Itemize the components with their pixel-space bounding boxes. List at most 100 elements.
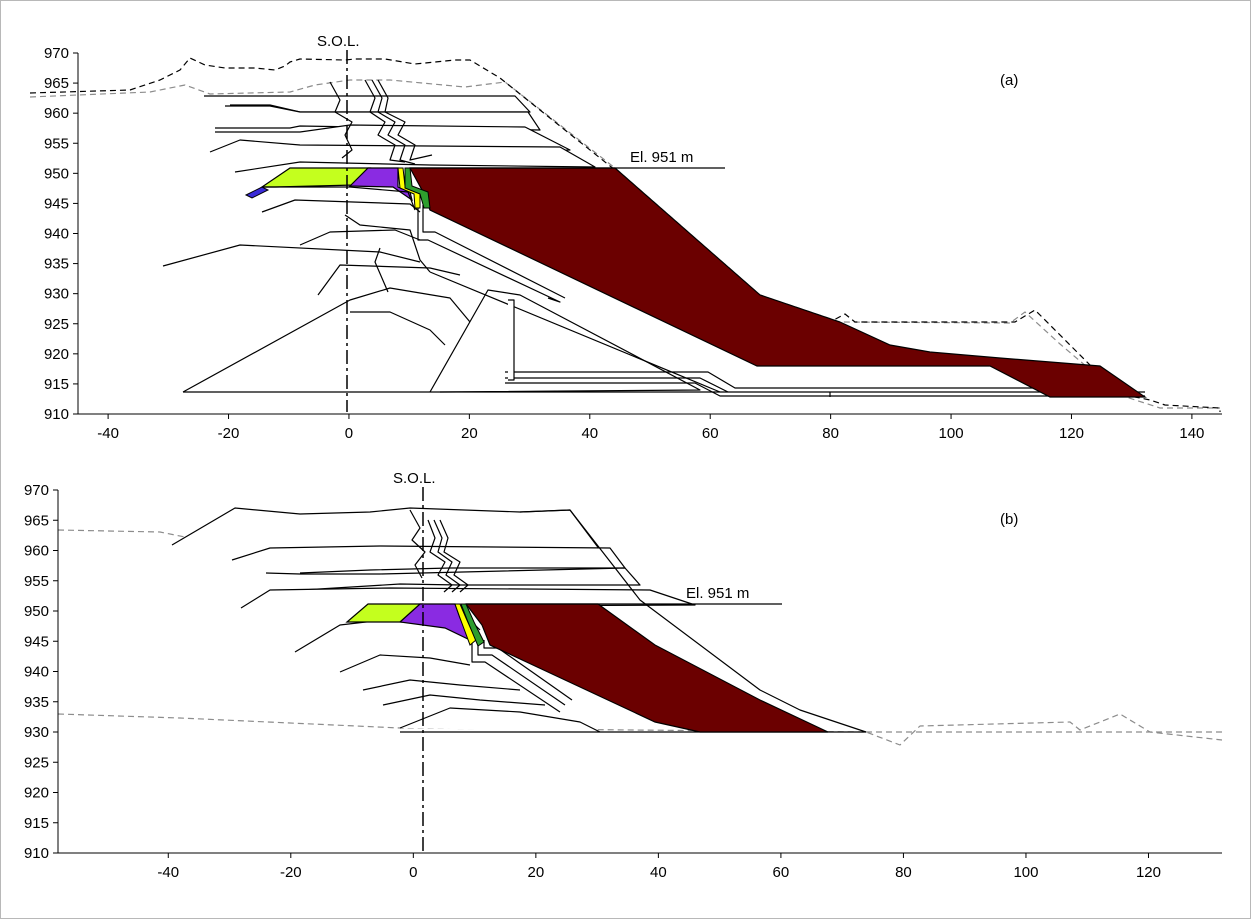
panel-a-ground-line (29, 79, 1220, 409)
panel-b-block-8 (382, 694, 546, 706)
panel-b-y-tick-label: 965 (24, 512, 49, 529)
panel-a-block-8 (317, 264, 461, 296)
panel-b-zigzag-3 (433, 519, 461, 593)
panel-a-axes: 910 915 920 925 930 935 940 945 950 955 960 965 970 -… (44, 45, 1222, 442)
panel-a-y-tick-label: 960 (44, 105, 69, 122)
panel-b-block-2 (231, 545, 626, 574)
panel-b-zigzag-1 (409, 509, 426, 579)
panel-a-zigzag-4 (377, 79, 433, 161)
panel-b-downstream-slope (519, 509, 867, 733)
panel-a-x-tick-label: 120 (1059, 425, 1084, 442)
panel-b-y-tick-label: 935 (24, 694, 49, 711)
panel-a-y-tick-label: 970 (44, 45, 69, 62)
panel-b-upstream-ground-line (57, 529, 201, 541)
panel-a-downstream-line-2 (505, 377, 729, 393)
panel-a-zigzag-3 (371, 79, 416, 165)
panel-a-y-tick-label: 945 (44, 195, 69, 212)
panel-a-block-9 (182, 287, 471, 393)
panel-b-axes: 910 915 920 925 930 935 940 945 950 955 960 965 970 -… (24, 482, 1222, 881)
panel-a-y-tick-label: 940 (44, 226, 69, 243)
panel-b-x-tick-label: 80 (895, 864, 912, 881)
panel-b-elevation-label: El. 951 m (686, 585, 749, 602)
panel-a-downstream-shell (429, 289, 701, 393)
panel-a-drain-blanket-1 (417, 205, 561, 303)
panel-b-panel-label: (b) (1000, 511, 1018, 528)
panel-b-x-tick-label: -40 (157, 864, 179, 881)
panel-b-block-9 (399, 707, 601, 733)
panel-a-drain-green (404, 167, 431, 209)
panel-b-block-4 (240, 587, 696, 609)
panel-a-sol-label: S.O.L. (317, 33, 360, 50)
panel-b-sol-label: S.O.L. (393, 470, 436, 487)
panel-b-block-6 (339, 654, 471, 673)
panel-a-filter-outline (262, 186, 416, 211)
panel-a-x-tick-label: 80 (822, 425, 839, 442)
panel-a-block-4 (209, 139, 596, 173)
panel-b-y-tick-label: 960 (24, 543, 49, 560)
panel-a-elevation-label: El. 951 m (630, 149, 693, 166)
panel-b-y-tick-label: 945 (24, 633, 49, 650)
panel-a-y-tick-label: 920 (44, 346, 69, 363)
panel-a-x-tick-label: -40 (97, 425, 119, 442)
panel-b-zigzag-4 (439, 519, 469, 593)
panel-a-panel-label: (a) (1000, 72, 1018, 89)
panel-b-x-tick-label: 40 (650, 864, 667, 881)
panel-a-zigzag-1 (329, 81, 353, 159)
panel-a-x-tick-label: 40 (581, 425, 598, 442)
panel-a-x-tick-label: 20 (461, 425, 478, 442)
panel-b-y-tick-label: 925 (24, 754, 49, 771)
panel-a-y-tick-label: 915 (44, 376, 69, 393)
panel-a-block-6 (299, 229, 421, 246)
panel-b-drain-blanket-2 (477, 640, 566, 706)
panel-b-core-zone (464, 603, 829, 733)
panel-a-x-tick-label: -20 (218, 425, 240, 442)
panel-a-drain-chimney (508, 299, 515, 381)
panel-a-y-tick-label: 935 (44, 256, 69, 273)
panel-a-inner-line-1 (350, 311, 446, 346)
panel-b-y-tick-label: 915 (24, 815, 49, 832)
panel-b-x-tick-label: 20 (528, 864, 545, 881)
panel-a-y-tick-label: 910 (44, 406, 69, 423)
panel-b-x-tick-label: 60 (773, 864, 790, 881)
panel-a-y-tick-label: 955 (44, 135, 69, 152)
panel-a-x-tick-label: 60 (702, 425, 719, 442)
panel-a-inner-line-2 (374, 247, 389, 293)
panel-b-foundation-line (57, 713, 1223, 746)
panel-b-y-tick-label: 930 (24, 724, 49, 741)
panel-a-downstream-line-4 (505, 382, 1145, 397)
panel-a-x-tick-label: 100 (939, 425, 964, 442)
panel-a-y-tick-label: 925 (44, 316, 69, 333)
panel-b-block-7 (362, 679, 521, 691)
panel-b-drain-blanket-3 (483, 640, 573, 701)
panel-a-zigzag-2 (364, 79, 406, 163)
panel-a-drain-blanket-2 (422, 205, 566, 299)
panel-a-downstream-line-3 (505, 371, 1100, 389)
panel-b-y-tick-label: 920 (24, 785, 49, 802)
panel-b-y-tick-label: 950 (24, 603, 49, 620)
panel-b-x-tick-label: -20 (280, 864, 302, 881)
panel-b-x-tick-label: 100 (1013, 864, 1038, 881)
panel-a-block-7 (162, 244, 421, 267)
panel-a-y-tick-label: 950 (44, 165, 69, 182)
panel-a-y-tick-label: 965 (44, 75, 69, 92)
panel-b-y-tick-label: 970 (24, 482, 49, 499)
panel-b-x-tick-label: 120 (1136, 864, 1161, 881)
panel-a: El. 951 m S.O.L. (a) 9109159209259309359… (29, 33, 1222, 442)
panel-a-filter-blue (244, 186, 270, 199)
panel-b-y-tick-label: 955 (24, 573, 49, 590)
panel-b-zigzag-2 (427, 519, 453, 593)
panel-b-drain-blanket-1 (471, 640, 561, 713)
panel-b-y-tick-label: 940 (24, 664, 49, 681)
panel-a-y-tick-label: 930 (44, 286, 69, 303)
panel-b-y-tick-label: 910 (24, 845, 49, 862)
panel-a-x-tick-label: 140 (1179, 425, 1204, 442)
panel-a-block-5 (261, 199, 421, 213)
panel-a-inner-line-3 (344, 214, 431, 273)
panel-a-core-zone (408, 167, 1147, 398)
panel-b: El. 951 m S.O.L. (b) 9109159209259309359… (24, 470, 1223, 881)
panel-b-x-tick-label: 0 (409, 864, 417, 881)
panel-a-block-2 (215, 105, 541, 131)
panel-a-x-tick-label: 0 (345, 425, 353, 442)
panel-b-block-1 (171, 507, 601, 551)
